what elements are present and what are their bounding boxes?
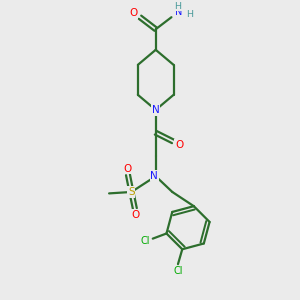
Text: Cl: Cl: [173, 266, 183, 276]
Text: N: N: [175, 7, 182, 17]
Text: H: H: [174, 2, 181, 11]
Text: O: O: [175, 140, 183, 150]
Text: N: N: [150, 171, 158, 181]
Text: O: O: [130, 8, 138, 18]
Text: Cl: Cl: [141, 236, 150, 246]
Text: N: N: [152, 105, 160, 115]
Text: O: O: [132, 210, 140, 220]
Text: O: O: [123, 164, 131, 173]
Text: H: H: [186, 11, 193, 20]
Text: S: S: [128, 187, 135, 197]
